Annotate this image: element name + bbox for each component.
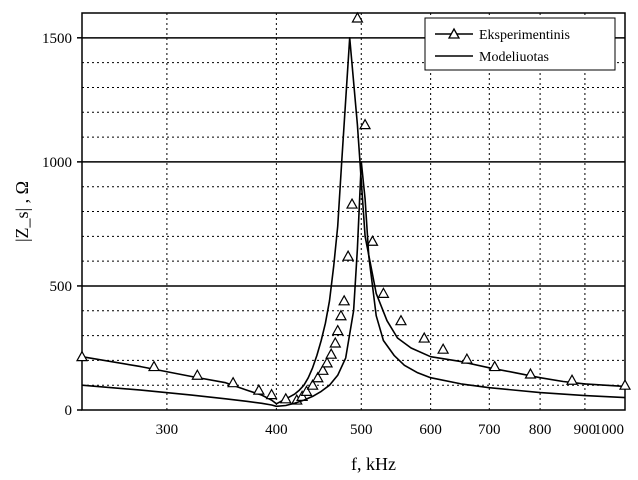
data-point-marker — [325, 347, 338, 359]
data-point-marker — [346, 197, 359, 209]
legend-label-modeliuotas: Modeliuotas — [479, 50, 549, 65]
data-point-marker — [311, 371, 324, 383]
data-point-marker — [329, 336, 342, 348]
y-tick-label: 500 — [50, 279, 73, 295]
y-tick-label: 1500 — [42, 31, 72, 47]
x-tick-label: 900 — [574, 422, 597, 438]
data-point-marker — [338, 294, 351, 306]
legend-label-eksperimentinis: Eksperimentinis — [479, 28, 570, 43]
x-tick-label: 300 — [156, 422, 179, 438]
x-tick-label: 800 — [529, 422, 552, 438]
data-point-marker — [331, 324, 344, 336]
data-point-marker — [618, 378, 632, 390]
legend: Eksperimentinis Modeliuotas — [424, 17, 616, 71]
y-axis-label: |Z_s| , Ω — [12, 181, 32, 242]
data-point-marker — [306, 378, 319, 390]
series-line-modeliuotas — [81, 161, 626, 408]
data-point-marker — [359, 118, 372, 130]
y-tick-label: 0 — [65, 403, 73, 419]
x-tick-label: 400 — [265, 422, 288, 438]
data-point-marker — [265, 388, 278, 400]
data-point-marker — [394, 314, 407, 326]
data-point-marker — [279, 392, 292, 404]
data-point-marker — [252, 383, 265, 395]
data-point-marker — [342, 249, 355, 261]
data-point-marker — [351, 11, 364, 23]
data-point-marker — [565, 373, 579, 385]
series-layer — [75, 11, 632, 408]
data-point-marker — [75, 350, 89, 362]
data-point-marker — [377, 287, 390, 298]
legend-marker-triangle — [447, 27, 461, 39]
data-point-marker — [334, 309, 347, 321]
data-point-marker — [460, 352, 473, 364]
y-tick-label: 1000 — [42, 155, 72, 171]
data-point-marker — [488, 360, 501, 372]
x-axis-label: f, kHz — [351, 454, 396, 474]
series-line-eksperimentinis — [81, 36, 626, 405]
data-point-marker — [191, 369, 204, 380]
data-point-marker — [437, 342, 450, 354]
data-point-marker — [147, 360, 161, 372]
data-point-marker — [227, 376, 240, 388]
plot-frame — [81, 12, 626, 411]
x-tick-label: 1000 — [594, 422, 624, 438]
y-tick-labels: 0 500 1000 1500 — [42, 31, 82, 419]
data-point-marker — [316, 364, 329, 375]
data-point-marker — [366, 235, 379, 246]
data-point-marker — [300, 385, 313, 396]
data-point-marker — [321, 356, 334, 368]
legend-box — [424, 17, 616, 71]
x-tick-label: 700 — [478, 422, 501, 438]
x-tick-label: 500 — [350, 422, 373, 438]
x-tick-label: 600 — [419, 422, 442, 438]
data-point-marker — [524, 367, 537, 379]
grid — [82, 13, 625, 410]
data-point-marker — [418, 331, 431, 343]
